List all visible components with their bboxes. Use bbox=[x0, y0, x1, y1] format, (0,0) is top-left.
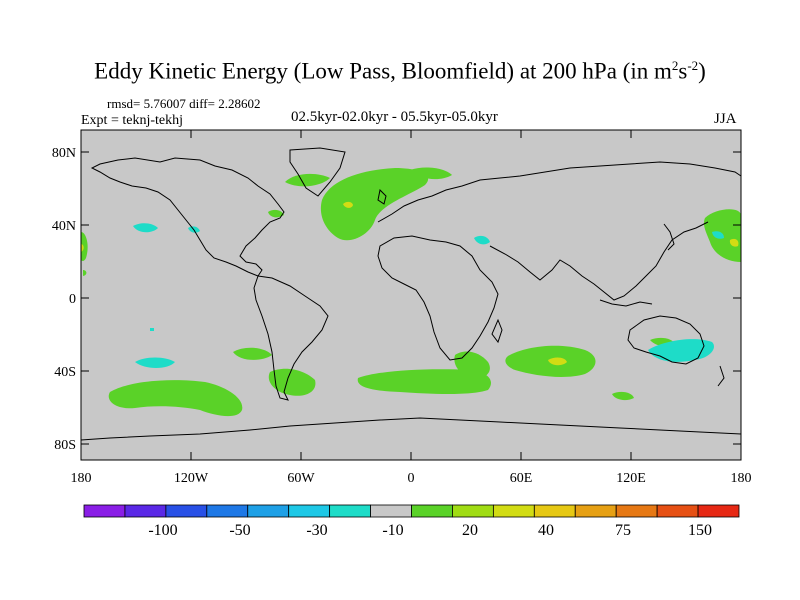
anomaly-south-america bbox=[268, 368, 316, 396]
coast-australia bbox=[627, 315, 705, 365]
colorbar-box bbox=[329, 504, 371, 518]
colorbar-label-20: 20 bbox=[462, 522, 478, 539]
coast-madagascar bbox=[491, 318, 503, 344]
anomaly-nw-pacific-core bbox=[729, 238, 739, 247]
coast-antarctica bbox=[80, 417, 742, 441]
anomaly-arctic-1 bbox=[285, 173, 330, 187]
colorbar-box bbox=[492, 504, 535, 518]
colorbar-label-40: 40 bbox=[538, 522, 554, 539]
colorbar-box bbox=[124, 504, 167, 518]
anomaly-neg-mediterranean bbox=[474, 235, 490, 245]
lat-label-0: 0 bbox=[69, 292, 76, 307]
colorbar-box bbox=[247, 504, 290, 518]
anomaly-neg-australia bbox=[648, 339, 715, 362]
anomaly-north-atlantic bbox=[320, 168, 429, 241]
anomaly-south-africa bbox=[454, 351, 490, 379]
lat-label-80n: 80N bbox=[52, 146, 76, 161]
anomaly-south-pacific-2 bbox=[108, 380, 243, 417]
anomaly-neg-south-pacific bbox=[135, 357, 175, 368]
colorbar-box bbox=[533, 504, 576, 518]
colorbar-box bbox=[656, 504, 699, 518]
lat-ticks bbox=[81, 151, 741, 445]
colorbar-label-75: 75 bbox=[615, 522, 631, 539]
coast-north-america bbox=[90, 157, 285, 277]
colorbar-box bbox=[165, 504, 208, 518]
colorbar-box bbox=[370, 504, 412, 518]
anomaly-neg-north-pacific bbox=[133, 223, 158, 233]
colorbar-label-neg100: -100 bbox=[148, 522, 177, 539]
colorbar-box bbox=[452, 504, 494, 518]
map-title: Eddy Kinetic Energy (Low Pass, Bloomfiel… bbox=[94, 58, 706, 84]
coast-eurasia-africa bbox=[377, 161, 742, 223]
lon-label-180w: 180 bbox=[71, 471, 92, 486]
season-text: JJA bbox=[714, 111, 737, 127]
colorbar-box bbox=[615, 504, 658, 518]
lon-label-60e: 60E bbox=[510, 471, 533, 486]
lon-label-0: 0 bbox=[408, 471, 415, 486]
colorbar-label-neg30: -30 bbox=[306, 522, 327, 539]
experiment-text: Expt = teknj-tekhj bbox=[81, 113, 183, 128]
colorbar-box bbox=[574, 504, 617, 518]
anomaly-arctic-2 bbox=[410, 167, 452, 180]
anomaly-neg-dot bbox=[150, 328, 154, 331]
anomaly-indian-ocean-core bbox=[548, 357, 567, 366]
coast-south-asia bbox=[489, 221, 709, 301]
anomaly-south-pacific-1 bbox=[233, 347, 272, 360]
coast-japan bbox=[663, 223, 675, 251]
lon-label-180e: 180 bbox=[731, 471, 752, 486]
colorbar-label-neg50: -50 bbox=[229, 522, 250, 539]
coast-new-zealand bbox=[717, 365, 725, 387]
colorbar-label-150: 150 bbox=[688, 522, 712, 539]
anomaly-dateline-west bbox=[81, 232, 88, 261]
colorbar-box bbox=[411, 504, 453, 518]
anomaly-field bbox=[81, 167, 741, 417]
colorbar-box bbox=[288, 504, 331, 518]
anomaly-iceland bbox=[268, 209, 284, 218]
lat-label-40n: 40N bbox=[52, 219, 76, 234]
colorbar-box bbox=[697, 504, 740, 518]
lon-label-60w: 60W bbox=[287, 471, 315, 486]
colorbar bbox=[83, 504, 740, 518]
anomaly-neg-west-pacific bbox=[712, 231, 724, 239]
anomaly-north-atlantic-core bbox=[343, 201, 353, 208]
coastlines bbox=[80, 147, 742, 441]
coast-uk bbox=[377, 188, 387, 205]
colorbar-box bbox=[206, 504, 249, 518]
lon-ticks bbox=[80, 130, 742, 460]
coast-south-america bbox=[253, 275, 329, 401]
lat-label-40s: 40S bbox=[54, 365, 76, 380]
stats-text: rmsd= 5.76007 diff= 2.28602 bbox=[107, 96, 261, 111]
period-text: 02.5kyr-02.0kyr - 05.5kyr-05.0kyr bbox=[291, 109, 498, 125]
coast-greenland bbox=[289, 147, 346, 197]
lon-label-120w: 120W bbox=[174, 471, 209, 486]
anomaly-south-atlantic bbox=[357, 369, 491, 394]
colorbar-label-neg10: -10 bbox=[382, 522, 403, 539]
coast-indonesia bbox=[599, 299, 653, 307]
anomaly-dateline-west-small bbox=[83, 270, 87, 276]
lon-label-120e: 120E bbox=[616, 471, 646, 486]
anomaly-south-indian bbox=[612, 391, 634, 401]
colorbar-box bbox=[83, 504, 126, 518]
lat-label-80s: 80S bbox=[54, 438, 76, 453]
anomaly-dateline-west-core bbox=[81, 244, 84, 252]
coast-africa bbox=[377, 235, 499, 361]
